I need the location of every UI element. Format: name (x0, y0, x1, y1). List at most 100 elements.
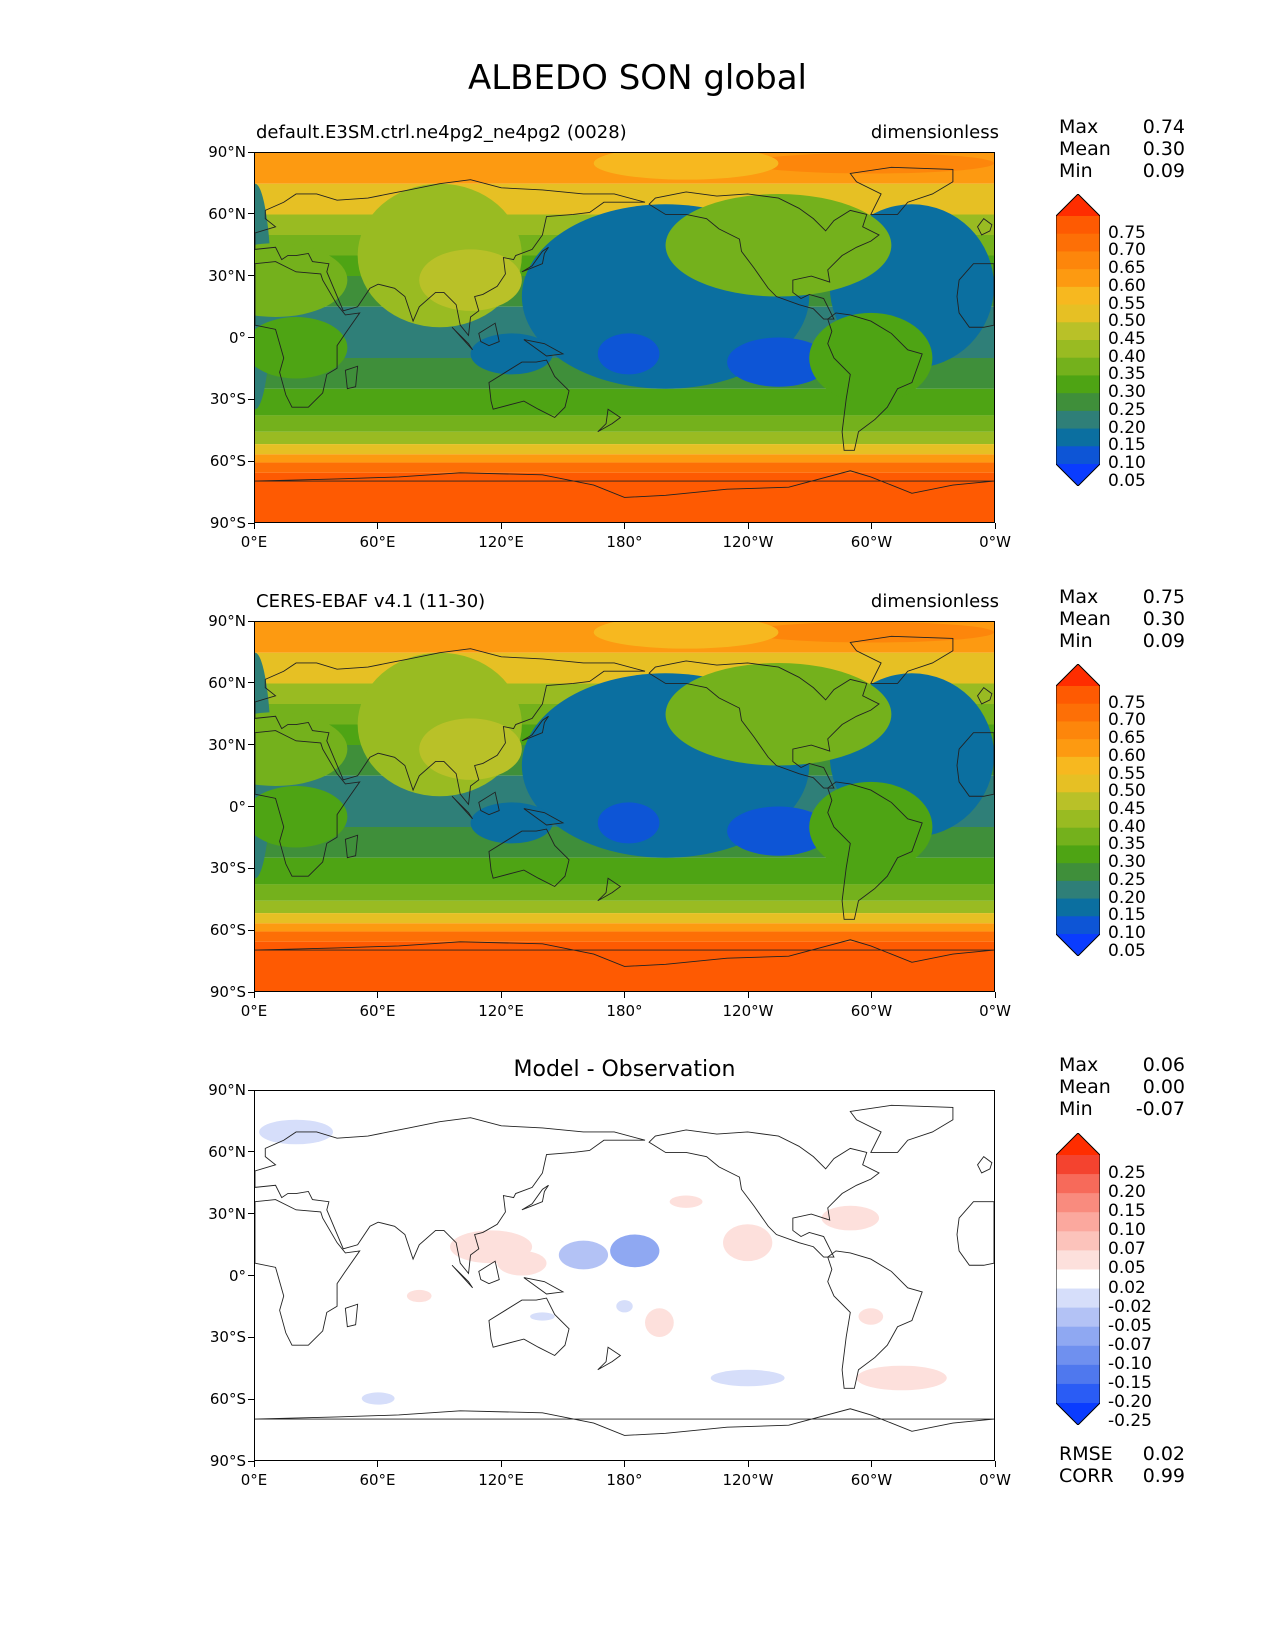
coastline-13 (478, 322, 500, 347)
colorbar-segment (1056, 1364, 1100, 1385)
y-tick-label: 60°S (209, 452, 246, 471)
x-tick-label: 120°W (722, 1471, 774, 1489)
colorbar-label: 0.40 (1108, 346, 1146, 367)
coastline-1 (956, 1201, 994, 1266)
x-tick (747, 992, 749, 998)
difference-region-9 (856, 1365, 947, 1391)
colorbar-label: 0.20 (1108, 887, 1146, 908)
y-tick (248, 1275, 254, 1276)
y-tick-label: 90°N (208, 143, 246, 161)
x-tick (377, 523, 378, 529)
colorbar-segment (1056, 357, 1100, 376)
albedo-band-13 (255, 462, 994, 473)
albedo-region-11 (255, 786, 348, 848)
panel-2-title: CERES-EBAF v4.1 (11-30) (256, 591, 486, 612)
x-tick-label: 60°E (359, 1471, 396, 1489)
x-tick (994, 523, 996, 529)
y-tick-label: 90°S (209, 983, 246, 1001)
stat-name: Mean (1059, 138, 1111, 160)
colorbar-segment (1056, 251, 1100, 270)
y-tick-label: 30°S (209, 859, 246, 878)
coastline-11 (597, 877, 622, 902)
colorbar-label: 0.50 (1108, 311, 1146, 332)
colorbar-segment (1056, 1174, 1100, 1194)
stat-name: Mean (1059, 608, 1111, 630)
colorbar-segment (1056, 375, 1100, 394)
y-tick (248, 337, 254, 338)
colorbar-label: -0.20 (1108, 1392, 1152, 1412)
colorbar-label: -0.15 (1108, 1372, 1152, 1393)
x-tick (871, 992, 872, 998)
y-tick-label: 60°N (208, 204, 246, 223)
colorbar-segment (1056, 233, 1100, 252)
albedo-region-3 (470, 802, 553, 844)
difference-region-10 (710, 1369, 785, 1387)
x-tick (253, 523, 255, 529)
albedo-band-11 (255, 913, 994, 924)
difference-region-5 (497, 1250, 547, 1276)
x-tick-label: 0°E (240, 1471, 268, 1489)
metric-value: 0.02 (1142, 1443, 1185, 1465)
coastline-11 (597, 408, 622, 433)
coastline-8 (977, 687, 993, 705)
x-tick-label: 180° (606, 533, 643, 551)
colorbar-label: 0.55 (1108, 763, 1146, 784)
x-tick-label: 60°E (359, 1002, 396, 1020)
albedo-region-8 (665, 194, 892, 297)
y-tick-label: 60°S (209, 1390, 246, 1409)
albedo-band-9 (255, 884, 994, 901)
coastline-6 (849, 635, 954, 684)
colorbar-segment (1056, 774, 1100, 793)
panel-1-map (254, 152, 995, 523)
colorbar-segment (1056, 1269, 1100, 1290)
metric-name: RMSE (1059, 1443, 1113, 1465)
coastline-9 (521, 715, 549, 742)
y-tick-label: 90°N (208, 612, 246, 630)
x-tick (500, 992, 502, 998)
albedo-region-4 (597, 333, 660, 375)
colorbar-label: 0.35 (1108, 834, 1146, 855)
panel-1-title: default.E3SM.ctrl.ne4pg2_ne4pg2 (0028) (256, 122, 627, 143)
colorbar-segment (1056, 686, 1100, 705)
y-tick (248, 398, 254, 400)
colorbar-segment (1056, 1383, 1100, 1404)
coastline-4 (648, 191, 880, 320)
albedo-region-7 (419, 249, 522, 311)
y-tick-label: 30°S (209, 1328, 246, 1347)
coastline-8 (977, 1156, 993, 1174)
y-tick (248, 929, 254, 931)
coastline-7 (255, 1408, 994, 1436)
coastline-12 (451, 1264, 473, 1289)
y-tick (248, 867, 254, 869)
metric-value: 0.99 (1142, 1465, 1185, 1487)
difference-region-7 (821, 1205, 880, 1231)
difference-region-12 (361, 1392, 395, 1405)
difference-region-6 (723, 1224, 773, 1262)
colorbar-segment (1056, 880, 1100, 900)
coastline-0 (255, 1199, 361, 1346)
x-tick-label: 0°W (979, 1471, 1011, 1489)
y-tick-label: 0° (228, 1266, 246, 1285)
colorbar-segment (1056, 269, 1100, 288)
albedo-band-9 (255, 415, 994, 432)
coastline-2 (255, 1117, 646, 1275)
coastline-0 (255, 261, 361, 408)
colorbar-label: 0.07 (1108, 1239, 1146, 1260)
x-tick (253, 1461, 255, 1467)
albedo-band-12 (255, 923, 994, 932)
colorbar-segment (1056, 827, 1100, 846)
colorbar-label: 0.05 (1108, 470, 1146, 491)
coastline-1 (956, 732, 994, 797)
albedo-region-13 (593, 153, 779, 180)
x-tick (253, 992, 255, 998)
y-tick-label: 30°N (208, 735, 246, 754)
difference-region-11 (669, 1195, 703, 1208)
difference-region-13 (530, 1312, 555, 1321)
x-tick (500, 523, 502, 529)
coastline-9 (521, 1184, 549, 1211)
y-tick (248, 1460, 254, 1462)
x-tick-label: 120°E (478, 533, 524, 551)
colorbar-label: 0.35 (1108, 364, 1146, 385)
coastline-14 (523, 339, 565, 357)
y-tick (248, 213, 254, 215)
